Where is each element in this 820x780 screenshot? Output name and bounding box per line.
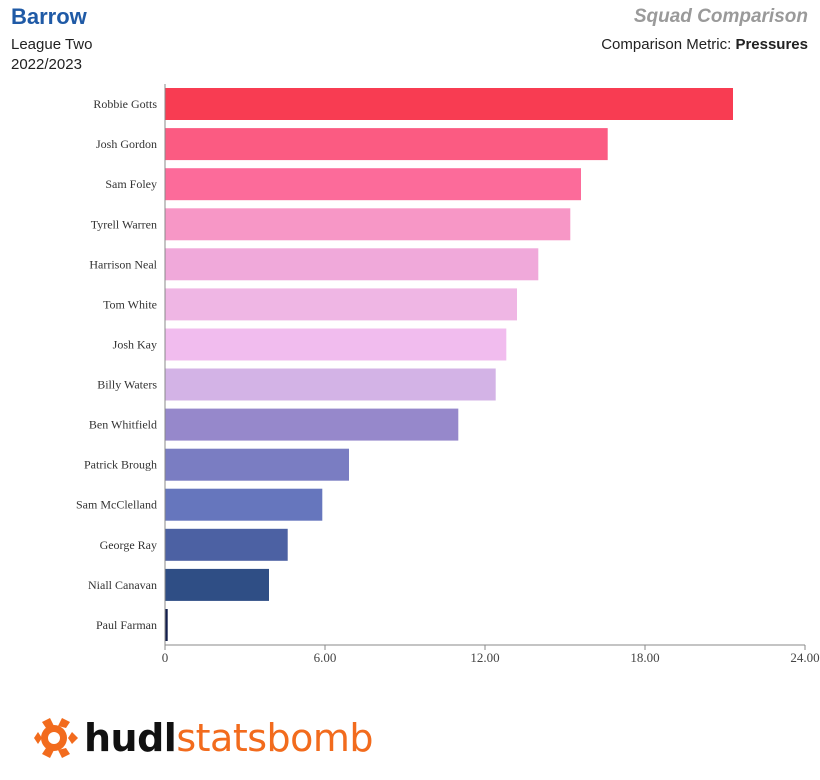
bar-13 xyxy=(165,609,168,641)
bar-8 xyxy=(165,408,459,441)
league-name: League Two xyxy=(11,36,93,53)
bar-10 xyxy=(165,488,323,521)
bar-11 xyxy=(165,528,288,561)
x-tick-label: 12.00 xyxy=(470,650,499,665)
x-tick-label: 24.00 xyxy=(790,650,819,665)
season: 2022/2023 xyxy=(11,56,82,73)
category-label: Billy Waters xyxy=(97,378,157,392)
category-label: Niall Canavan xyxy=(88,578,157,592)
comparison-metric: Comparison Metric: Pressures xyxy=(601,36,808,53)
squad-bar-chart: Robbie Gotts Josh Gordon Sam Foley Tyrell W… xyxy=(76,84,820,665)
x-tick-label: 6.00 xyxy=(314,650,337,665)
bar-6 xyxy=(165,328,507,361)
category-label: Harrison Neal xyxy=(89,257,157,271)
category-label: George Ray xyxy=(100,538,157,552)
bar-5 xyxy=(165,288,517,321)
x-tick-label: 0 xyxy=(162,650,169,665)
team-name: Barrow xyxy=(11,4,87,29)
bar-7 xyxy=(165,368,496,401)
metric-prefix: Comparison Metric: xyxy=(601,36,732,53)
metric-name: Pressures xyxy=(735,36,808,53)
report-title: Squad Comparison xyxy=(633,6,808,27)
bar-3 xyxy=(165,208,571,241)
category-label: Josh Gordon xyxy=(96,137,157,151)
bar-2 xyxy=(165,168,581,201)
bar-4 xyxy=(165,248,539,281)
category-label: Paul Farman xyxy=(96,618,157,632)
brand-wordmark: hudlstatsbomb xyxy=(84,716,374,760)
bar-1 xyxy=(165,128,608,161)
category-label: Patrick Brough xyxy=(84,458,157,472)
bar-9 xyxy=(165,448,349,481)
category-label: Tom White xyxy=(103,297,157,311)
brand-logo: hudlstatsbomb xyxy=(32,708,392,768)
category-label: Ben Whitfield xyxy=(89,418,157,432)
category-label: Josh Kay xyxy=(113,338,157,352)
x-tick-label: 18.00 xyxy=(630,650,659,665)
category-label: Sam McClelland xyxy=(76,498,157,512)
statsbomb-logo-icon xyxy=(34,718,78,758)
bar-0 xyxy=(165,88,733,120)
category-label: Robbie Gotts xyxy=(93,97,157,111)
category-label: Sam Foley xyxy=(105,177,157,191)
category-label: Tyrell Warren xyxy=(91,217,157,231)
bar-12 xyxy=(165,568,269,601)
